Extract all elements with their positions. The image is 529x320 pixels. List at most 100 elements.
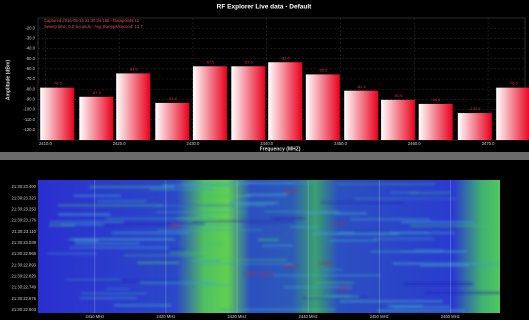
- value-label: -94.5: [431, 97, 441, 102]
- streak: [71, 280, 178, 281]
- streak: [192, 260, 220, 262]
- bar: [193, 66, 227, 140]
- time-label: 21:30:23.323: [12, 195, 37, 200]
- time-label: 21:30:22.603: [12, 307, 37, 312]
- streak: [204, 243, 225, 245]
- freq-label: 2430 MHz: [227, 314, 246, 319]
- streak: [150, 189, 214, 191]
- bar: [344, 91, 378, 140]
- streak: [176, 218, 217, 219]
- streak: [156, 205, 266, 206]
- streak: [105, 288, 128, 289]
- bar: [268, 62, 302, 140]
- y-axis-title: Amplitude (dBm): [5, 60, 11, 101]
- value-label: -93.5: [168, 96, 178, 101]
- streak: [335, 212, 367, 214]
- streak: [377, 309, 465, 311]
- streak: [420, 265, 469, 267]
- y-tick-label: -90.0: [25, 96, 35, 101]
- value-label: -53.5: [281, 55, 291, 60]
- streak: [321, 269, 342, 270]
- bar: [306, 74, 340, 140]
- x-tick-label: 2460.0: [408, 141, 421, 146]
- streak: [162, 184, 237, 186]
- x-tick-label: 2430.0: [187, 141, 200, 146]
- app-window: RF Explorer Live data - Default Captured…: [0, 0, 529, 320]
- freq-label: 2460 MHz: [441, 314, 460, 319]
- streak: [50, 221, 124, 223]
- y-tick-label: -80.0: [25, 86, 35, 91]
- annotation: Captured 2016-05-15 21:30:24.186 - Datap…: [44, 18, 140, 23]
- streak: [75, 243, 140, 245]
- streak: [231, 202, 279, 204]
- streak: [328, 240, 377, 242]
- streak: [307, 296, 359, 297]
- hotspot: [243, 271, 259, 275]
- value-label: -87.5: [92, 90, 102, 95]
- y-tick-label: -30.0: [25, 35, 35, 40]
- streak: [302, 309, 336, 310]
- time-label: 21:30:22.893: [12, 262, 37, 267]
- value-label: -78.5: [53, 81, 63, 86]
- x-tick-label: 2450.0: [334, 141, 347, 146]
- splitter[interactable]: [0, 152, 529, 160]
- streak: [393, 262, 498, 265]
- streak: [272, 217, 304, 219]
- streak: [321, 202, 404, 203]
- hotspot: [332, 221, 348, 225]
- chart-title: RF Explorer Live data - Default: [217, 4, 312, 11]
- streak: [203, 285, 231, 286]
- streak: [410, 225, 495, 227]
- hotspot: [336, 286, 352, 290]
- streak: [400, 251, 468, 252]
- bar: [496, 88, 529, 140]
- streak: [80, 297, 136, 299]
- value-label: -64.5: [129, 66, 139, 71]
- streak: [401, 221, 475, 223]
- streak: [262, 245, 292, 247]
- y-tick-label: -70.0: [25, 76, 35, 81]
- streak: [373, 238, 434, 239]
- time-label: 21:30:23.176: [12, 218, 37, 223]
- value-label: -103.5: [469, 106, 481, 111]
- time-label: 21:30:22.820: [12, 274, 37, 279]
- bar: [40, 88, 74, 140]
- bar: [381, 100, 415, 140]
- freq-label: 2420 MHz: [156, 314, 175, 319]
- x-axis-title: Frequency (MHZ): [260, 146, 301, 152]
- streak: [137, 262, 179, 264]
- streak: [351, 218, 430, 220]
- streak: [65, 279, 121, 280]
- x-tick-label: 2440.0: [260, 141, 273, 146]
- y-tick-label: -50.0: [25, 56, 35, 61]
- hotspot: [319, 261, 335, 265]
- y-tick-label: -20.0: [25, 25, 35, 30]
- bar: [155, 103, 189, 140]
- time-label: 21:30:23.253: [12, 206, 37, 211]
- freq-label: 2440 MHz: [299, 314, 318, 319]
- streak: [61, 224, 104, 226]
- streak: [233, 182, 294, 184]
- value-label: -57.5: [205, 59, 215, 64]
- time-label: 21:30:23.039: [12, 240, 37, 245]
- time-label: 21:30:23.400: [12, 184, 37, 189]
- streak: [203, 195, 251, 197]
- streak: [404, 283, 473, 285]
- streak: [164, 250, 186, 251]
- streak: [72, 238, 172, 239]
- streak: [388, 305, 423, 307]
- value-label: -90.5: [394, 93, 404, 98]
- streak: [264, 211, 339, 212]
- x-tick-label: 2470.0: [482, 141, 495, 146]
- freq-label: 2410 MHz: [85, 314, 104, 319]
- streak: [158, 229, 263, 230]
- time-label: 21:30:22.966: [12, 251, 37, 256]
- streak: [193, 221, 295, 223]
- y-tick-label: -40.0: [25, 46, 35, 51]
- bar: [116, 73, 150, 140]
- streak: [425, 292, 500, 294]
- streak: [156, 211, 247, 212]
- streak: [197, 263, 293, 264]
- streak: [89, 186, 175, 188]
- streak: [290, 226, 318, 228]
